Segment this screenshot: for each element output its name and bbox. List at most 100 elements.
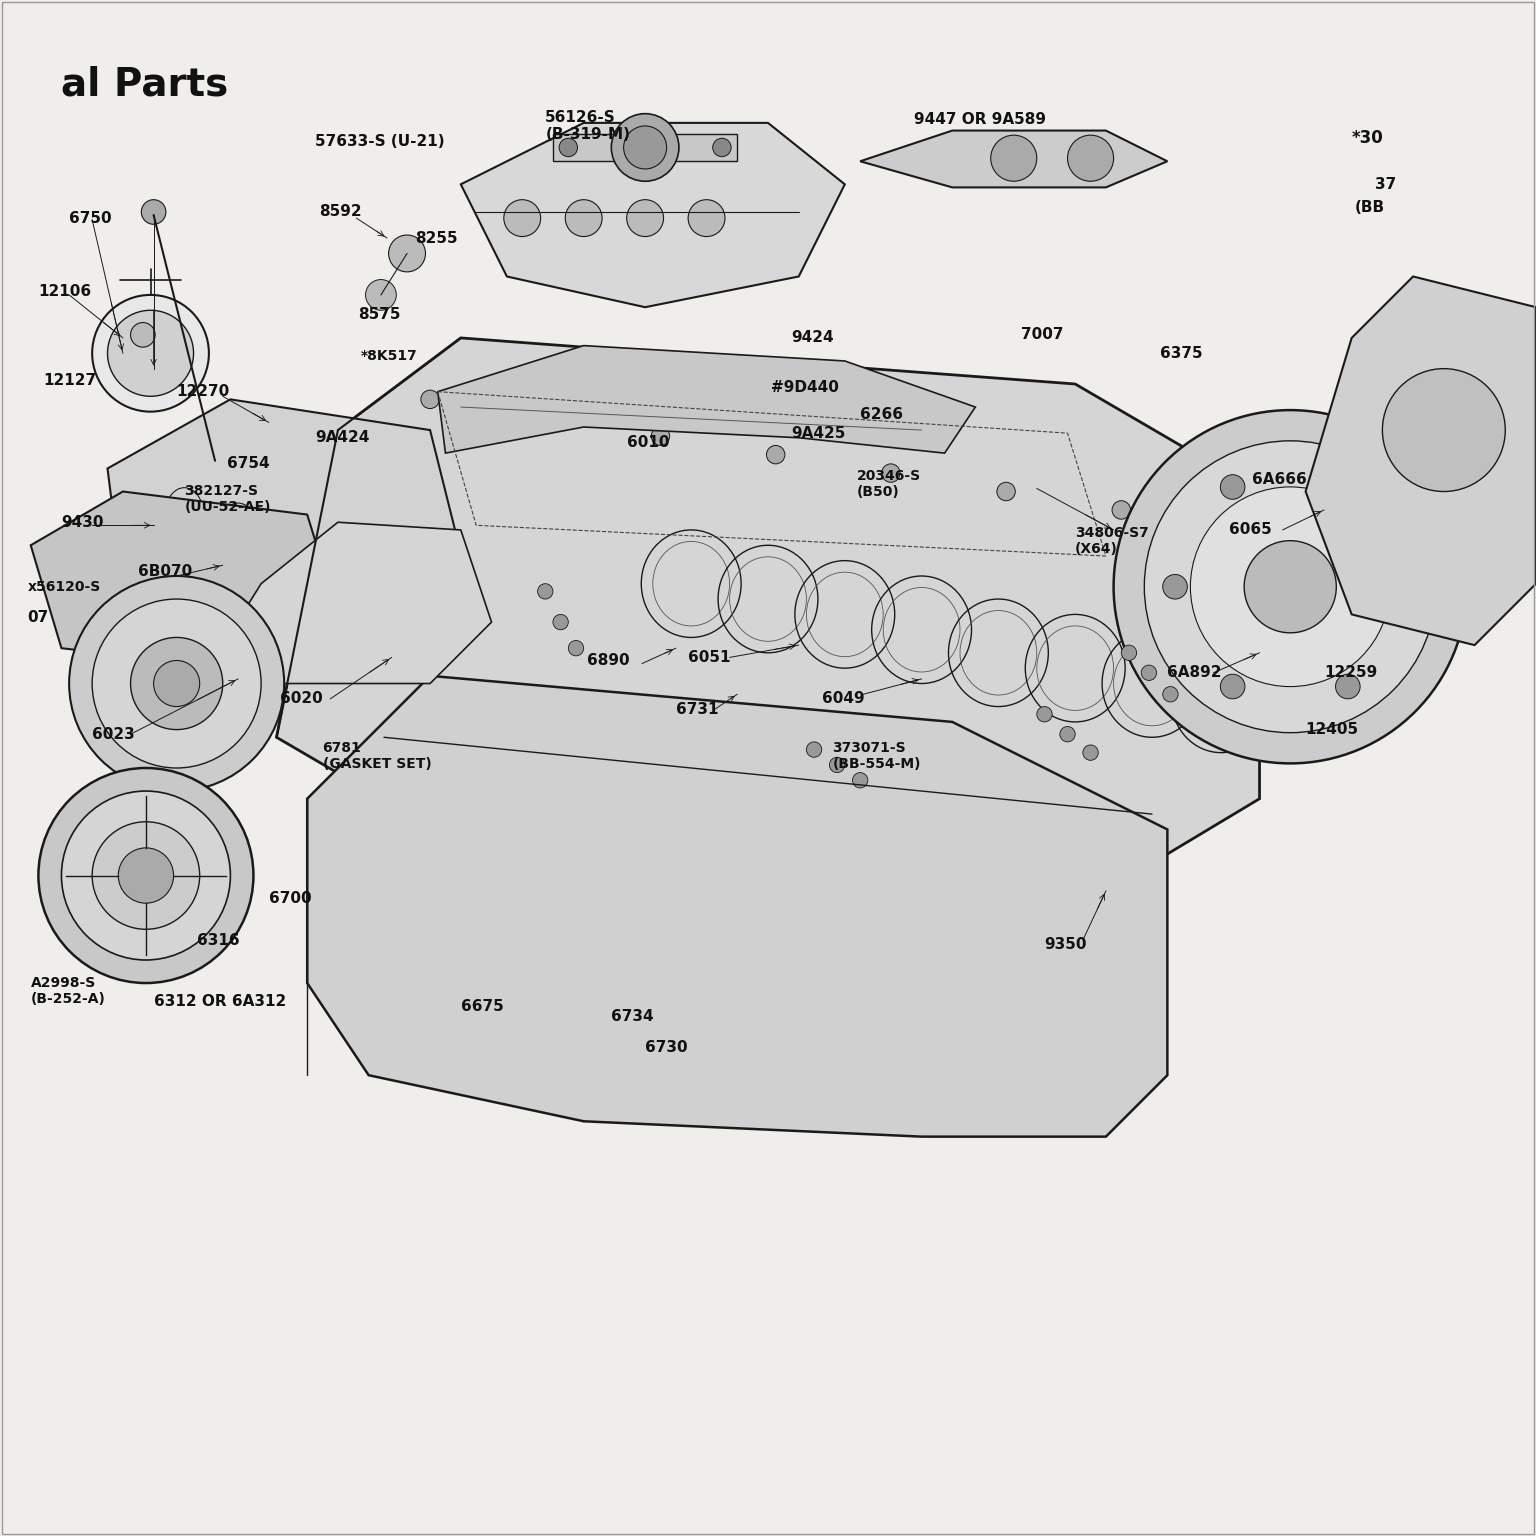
Circle shape	[69, 576, 284, 791]
Text: 56126-S
(B-319-M): 56126-S (B-319-M)	[545, 109, 630, 143]
Text: 8255: 8255	[415, 230, 458, 246]
Circle shape	[536, 409, 554, 427]
Text: *8K517: *8K517	[361, 349, 418, 364]
Text: #9D440: #9D440	[771, 379, 839, 395]
Text: 34806-S7
(X64): 34806-S7 (X64)	[1075, 525, 1149, 556]
Circle shape	[504, 200, 541, 237]
Text: 12405: 12405	[1306, 722, 1359, 737]
Circle shape	[1335, 674, 1361, 699]
Circle shape	[1163, 574, 1187, 599]
Circle shape	[154, 660, 200, 707]
Text: 12270: 12270	[177, 384, 230, 399]
Polygon shape	[1306, 276, 1536, 645]
Text: 07: 07	[28, 610, 49, 625]
Circle shape	[1121, 645, 1137, 660]
Text: 6010: 6010	[627, 435, 670, 450]
Circle shape	[568, 641, 584, 656]
Polygon shape	[31, 492, 338, 668]
Circle shape	[627, 200, 664, 237]
Circle shape	[1220, 674, 1244, 699]
Circle shape	[118, 848, 174, 903]
Text: 20346-S
(B50): 20346-S (B50)	[857, 468, 922, 499]
Text: 6375: 6375	[1160, 346, 1203, 361]
Circle shape	[38, 768, 253, 983]
Polygon shape	[230, 522, 492, 684]
Circle shape	[806, 742, 822, 757]
Text: 6B070: 6B070	[138, 564, 192, 579]
Circle shape	[92, 599, 261, 768]
Circle shape	[1244, 541, 1336, 633]
Text: 6316: 6316	[197, 932, 240, 948]
Text: 7007: 7007	[1021, 327, 1064, 343]
Circle shape	[766, 445, 785, 464]
Circle shape	[1220, 475, 1244, 499]
Text: 6750: 6750	[69, 210, 112, 226]
Text: 9424: 9424	[791, 330, 834, 346]
Circle shape	[538, 584, 553, 599]
Bar	[553, 134, 737, 161]
Circle shape	[389, 235, 425, 272]
Circle shape	[688, 200, 725, 237]
Circle shape	[61, 791, 230, 960]
Text: 37: 37	[1375, 177, 1396, 192]
Circle shape	[1037, 707, 1052, 722]
Circle shape	[1190, 487, 1390, 687]
Circle shape	[131, 323, 155, 347]
Text: (BB: (BB	[1355, 200, 1385, 215]
Circle shape	[997, 482, 1015, 501]
Text: 6675: 6675	[461, 998, 504, 1014]
Text: 6731: 6731	[676, 702, 719, 717]
Circle shape	[1144, 441, 1436, 733]
Circle shape	[991, 135, 1037, 181]
Text: x56120-S: x56120-S	[28, 579, 101, 594]
Text: 12127: 12127	[43, 373, 97, 389]
Text: 6051: 6051	[688, 650, 731, 665]
Circle shape	[1060, 727, 1075, 742]
Circle shape	[1068, 135, 1114, 181]
Text: 6049: 6049	[822, 691, 865, 707]
Circle shape	[1083, 745, 1098, 760]
Circle shape	[108, 310, 194, 396]
Circle shape	[1335, 475, 1361, 499]
Text: 6700: 6700	[269, 891, 312, 906]
Circle shape	[421, 390, 439, 409]
Text: 57633-S (U-21): 57633-S (U-21)	[315, 134, 444, 149]
Text: 6734: 6734	[611, 1009, 654, 1025]
Text: A2998-S
(B-252-A): A2998-S (B-252-A)	[31, 975, 106, 1006]
Polygon shape	[461, 123, 845, 307]
Circle shape	[611, 114, 679, 181]
Text: 6781
(GASKET SET): 6781 (GASKET SET)	[323, 740, 432, 771]
Text: 6A892: 6A892	[1167, 665, 1221, 680]
Text: 6890: 6890	[587, 653, 630, 668]
Text: 9A424: 9A424	[315, 430, 369, 445]
Circle shape	[624, 126, 667, 169]
Text: 6023: 6023	[92, 727, 135, 742]
Polygon shape	[307, 676, 1167, 1137]
Text: 382127-S
(UU-52-AE): 382127-S (UU-52-AE)	[184, 484, 270, 515]
Text: 6730: 6730	[645, 1040, 688, 1055]
Circle shape	[559, 138, 578, 157]
Text: 12106: 12106	[38, 284, 92, 300]
Text: *30: *30	[1352, 129, 1384, 147]
Text: 6A666: 6A666	[1252, 472, 1307, 487]
Text: 6266: 6266	[860, 407, 903, 422]
Circle shape	[1163, 687, 1178, 702]
Circle shape	[92, 822, 200, 929]
Circle shape	[366, 280, 396, 310]
Text: 8575: 8575	[358, 307, 401, 323]
Text: 373071-S
(BB-554-M): 373071-S (BB-554-M)	[833, 740, 922, 771]
Text: 9350: 9350	[1044, 937, 1087, 952]
Circle shape	[565, 200, 602, 237]
Circle shape	[141, 200, 166, 224]
Circle shape	[1114, 410, 1467, 763]
Circle shape	[92, 295, 209, 412]
Circle shape	[1382, 369, 1505, 492]
Text: 6312 OR 6A312: 6312 OR 6A312	[154, 994, 286, 1009]
Text: 6020: 6020	[280, 691, 323, 707]
Circle shape	[829, 757, 845, 773]
Text: 6754: 6754	[227, 456, 270, 472]
Polygon shape	[860, 131, 1167, 187]
Polygon shape	[438, 346, 975, 453]
Text: al Parts: al Parts	[61, 66, 229, 103]
Circle shape	[553, 614, 568, 630]
